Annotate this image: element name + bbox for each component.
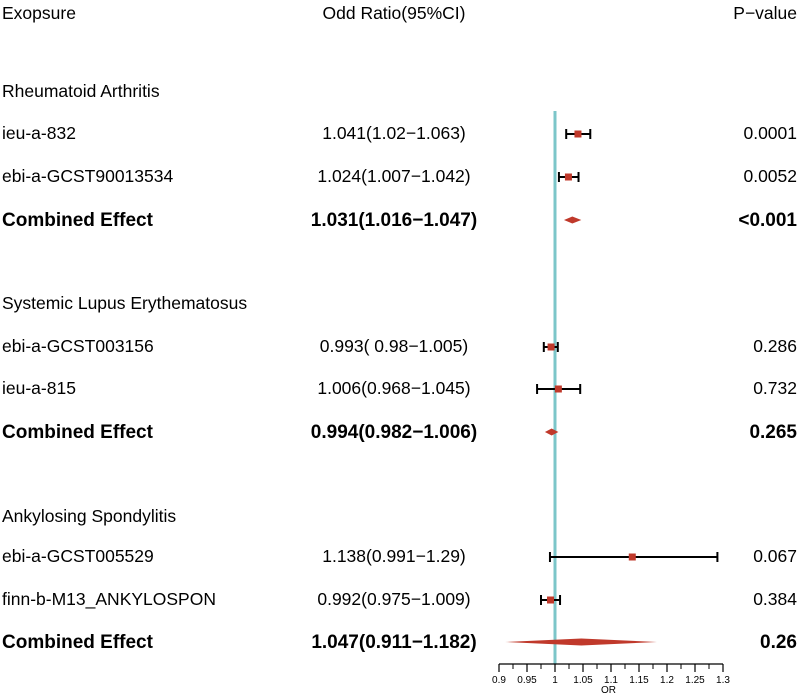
pvalue-text: 0.0001: [743, 123, 797, 143]
study-label: ebi-a-GCST005529: [2, 546, 154, 566]
study-estimate: [557, 172, 580, 182]
x-tick-label: 1.25: [685, 675, 705, 686]
study-label: ebi-a-GCST003156: [2, 336, 154, 356]
study-estimate: [536, 384, 582, 394]
odds-ratio-text: 1.138(0.991−1.29): [322, 546, 466, 566]
point-estimate: [547, 343, 555, 351]
odds-ratio-text: 1.031(1.016−1.047): [310, 210, 478, 231]
combined-effect-label: Combined Effect: [2, 632, 153, 653]
combined-diamond: [563, 216, 582, 224]
odds-ratio-text: 0.993( 0.98−1.005): [319, 336, 469, 356]
odds-ratio-text: 1.041(1.02−1.063): [322, 123, 466, 143]
x-tick-label: 1.15: [629, 675, 649, 686]
study-label: ebi-a-GCST90013534: [2, 166, 174, 186]
odds-ratio-text: 1.006(0.968−1.045): [317, 378, 471, 398]
pvalue-text: 0.384: [753, 589, 797, 609]
group-label: Systemic Lupus Erythematosus: [2, 293, 248, 313]
pvalue-text: 0.0052: [743, 166, 797, 186]
group-label: Ankylosing Spondylitis: [2, 506, 177, 526]
pvalue-text: 0.067: [753, 546, 797, 566]
group-label: Rheumatoid Arthritis: [2, 81, 160, 101]
odds-ratio-text: 0.994(0.982−1.006): [310, 422, 478, 443]
x-tick-label: 1.3: [716, 675, 730, 686]
header-pvalue: P−value: [733, 3, 797, 23]
header-odds-ratio: Odd Ratio(95%CI): [322, 3, 466, 23]
combined-effect-label: Combined Effect: [2, 210, 153, 231]
combined-diamond: [505, 638, 657, 646]
odds-ratio-text: 1.024(1.007−1.042): [317, 166, 471, 186]
combined-effect-label: Combined Effect: [2, 422, 153, 443]
odds-ratio-text: 1.047(0.911−1.182): [311, 632, 477, 653]
x-tick-label: 1.2: [660, 675, 674, 686]
point-estimate: [574, 130, 582, 138]
study-estimate: [548, 552, 719, 562]
pvalue-text: <0.001: [738, 210, 797, 231]
study-estimate: [540, 595, 562, 605]
study-label: ieu-a-815: [2, 378, 76, 398]
point-estimate: [628, 553, 636, 561]
point-estimate: [564, 173, 572, 181]
study-estimate: [565, 129, 592, 139]
odds-ratio-text: 0.992(0.975−1.009): [317, 589, 471, 609]
study-label: ieu-a-832: [2, 123, 76, 143]
x-tick-label: 0.95: [517, 675, 537, 686]
study-label: finn-b-M13_ANKYLOSPON: [2, 589, 216, 609]
pvalue-text: 0.732: [753, 378, 797, 398]
pvalue-text: 0.286: [753, 336, 797, 356]
pvalue-text: 0.26: [760, 632, 797, 653]
point-estimate: [554, 385, 562, 393]
point-estimate: [547, 596, 555, 604]
pvalue-text: 0.265: [749, 422, 797, 443]
header-exposure: Exopsure: [2, 3, 76, 23]
x-tick-label: 1: [552, 675, 558, 686]
combined-diamond: [544, 428, 559, 436]
x-tick-label: 1.1: [604, 675, 618, 686]
x-axis-label: OR: [601, 685, 616, 696]
study-estimate: [542, 342, 559, 352]
x-tick-label: 1.05: [573, 675, 593, 686]
x-tick-label: 0.9: [492, 675, 506, 686]
